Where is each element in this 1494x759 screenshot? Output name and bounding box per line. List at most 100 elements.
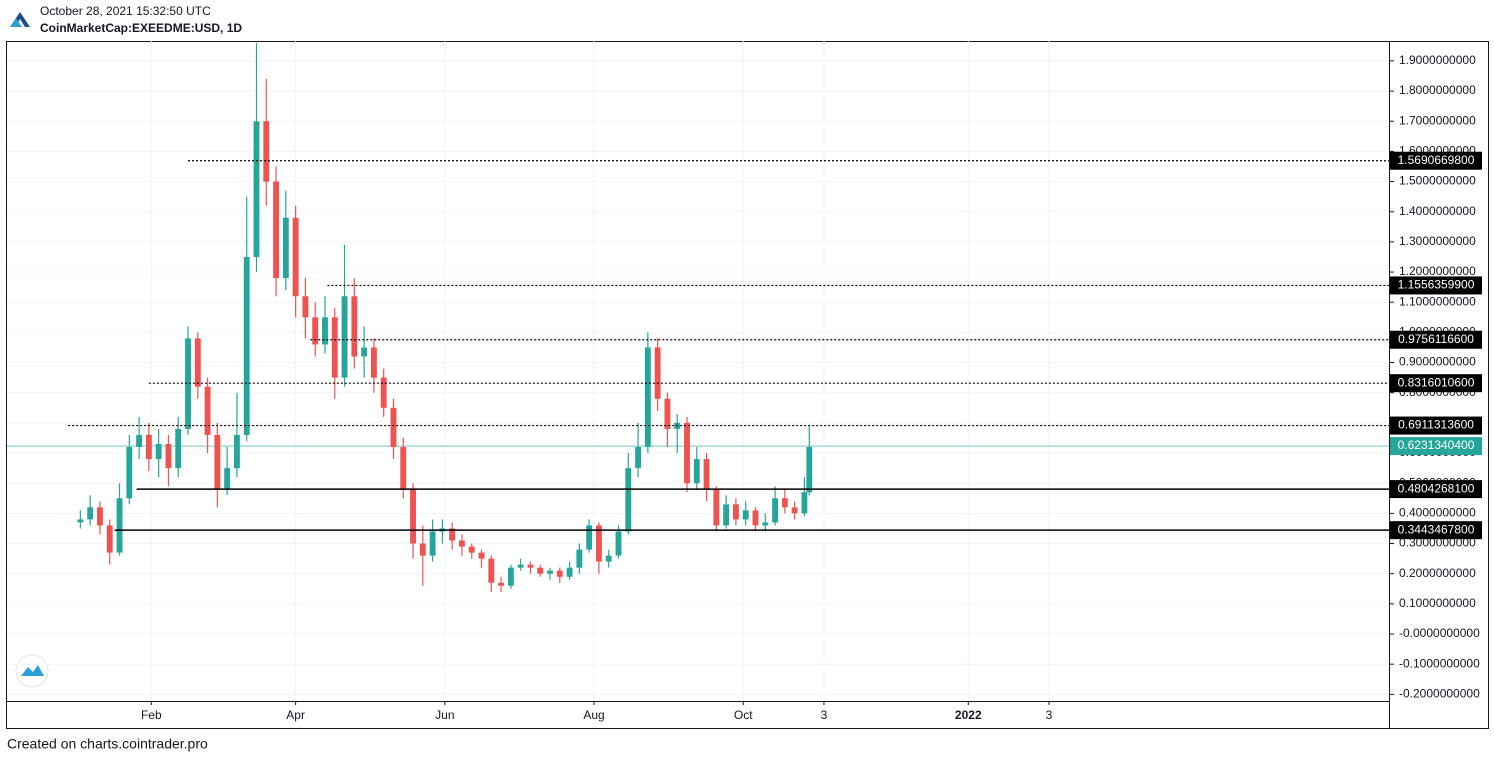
y-tick-label: -0.2000000000 [1399,687,1480,701]
candle-body [517,564,524,568]
candle-body [772,498,778,523]
level-label: 0.6911313600 [1398,418,1474,432]
candle-body [586,525,593,550]
candle-body [145,434,152,460]
tv-logo[interactable] [15,654,49,688]
candle-body [204,386,211,435]
candle-body [459,540,465,547]
y-tick-label: 1.4000000000 [1399,204,1476,218]
candle-body [361,347,368,357]
x-tick-label: Oct [734,708,753,722]
candle-body [742,510,749,520]
candle-body [762,522,769,526]
y-tick-label: -0.0000000000 [1399,626,1480,640]
candle-body [292,217,299,297]
level-label: 0.3443467800 [1398,522,1475,536]
last-price-label: 0.6231340400 [1398,438,1475,452]
candle-body [468,546,475,553]
last-price-label-bg [1390,437,1482,456]
x-tick-label: 3 [1046,708,1053,722]
y-tick-label: 1.2000000000 [1399,264,1476,278]
footer: Created on charts.cointrader.pro [7,736,208,752]
chart-frame [6,41,1489,729]
tv-logo-mark[interactable] [21,665,44,676]
candle-body [224,468,231,490]
level-label: 1.1556359900 [1398,278,1475,292]
level-label-bg [1390,276,1482,295]
candle-body [273,181,279,279]
candle-body [370,347,377,378]
candle-body [556,570,563,577]
candle-body [263,121,270,182]
level-label-bg [1390,416,1482,435]
y-tick-label: 0.3000000000 [1399,536,1476,550]
candle-body [214,434,221,490]
candle-body [126,447,133,499]
candle-body [752,510,759,526]
candle-body [243,256,250,435]
candle-body [488,558,495,583]
y-tick-label: 1.9000000000 [1399,53,1476,67]
candle-body [547,570,553,574]
candle-body [77,519,84,523]
y-tick-label: -0.1000000000 [1399,656,1480,670]
x-tick-label: 3 [821,708,828,722]
candle-body [390,407,397,448]
candle-body [97,507,103,526]
candle-body [322,317,328,345]
candle-body [684,422,690,484]
x-tick-label: Feb [141,708,162,722]
candle-body [106,525,113,553]
candle-body [693,459,700,484]
level-label: 0.4804268100 [1398,481,1475,495]
candle-body [175,428,182,469]
y-tick-label: 1.3000000000 [1399,234,1476,248]
y-tick-label: 0.4000000000 [1399,506,1476,520]
level-label: 0.8316010600 [1398,375,1475,389]
x-tick-label: Jun [435,708,454,722]
candle-body [185,338,191,429]
candle-body [615,531,622,556]
level-label-bg [1390,151,1482,170]
candle-body [233,434,240,469]
candle-body [351,296,358,357]
candle-body [478,552,485,559]
level-label-bg [1390,330,1482,349]
candle-body [576,549,583,568]
candle-body [331,317,338,378]
candle-body [806,447,813,493]
x-tick-label: Apr [286,708,305,722]
chart-title: CoinMarketCap:EXEEDME:USD, 1D [40,21,242,35]
y-tick-label: 1.7000000000 [1399,113,1476,127]
candle-body [400,447,407,490]
candle-body [635,447,642,469]
candle-body [87,507,94,520]
candle-body [194,338,201,387]
candle-body [527,564,534,568]
candle-body [116,498,123,553]
candle-body [155,443,162,460]
logo [9,9,31,29]
candle-body [165,443,172,469]
logo-mark-2 [10,18,22,27]
candle-body [781,498,788,508]
x-tick-label: 2022 [955,708,982,722]
candle-body [312,317,319,345]
candle-body [253,121,260,257]
level-label: 0.9756116600 [1398,332,1474,346]
candle-body [703,459,710,490]
candle-body [566,567,573,577]
candle-body [136,434,143,448]
candle-body [429,531,436,556]
candle-body [801,492,808,514]
y-tick-label: 1.1000000000 [1399,294,1476,308]
candle-body [713,489,720,526]
y-tick-label: 1.8000000000 [1399,83,1476,97]
level-label-bg [1390,480,1482,499]
y-tick-label: 0.1000000000 [1399,596,1476,610]
candle-body [605,555,612,562]
x-tick-label: Aug [583,708,604,722]
y-tick-label: 1.5000000000 [1399,174,1476,188]
chart-subtitle: October 28, 2021 15:32:50 UTC [40,4,211,18]
